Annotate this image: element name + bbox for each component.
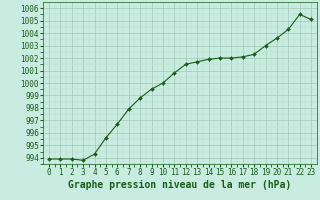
X-axis label: Graphe pression niveau de la mer (hPa): Graphe pression niveau de la mer (hPa) [68,180,292,190]
